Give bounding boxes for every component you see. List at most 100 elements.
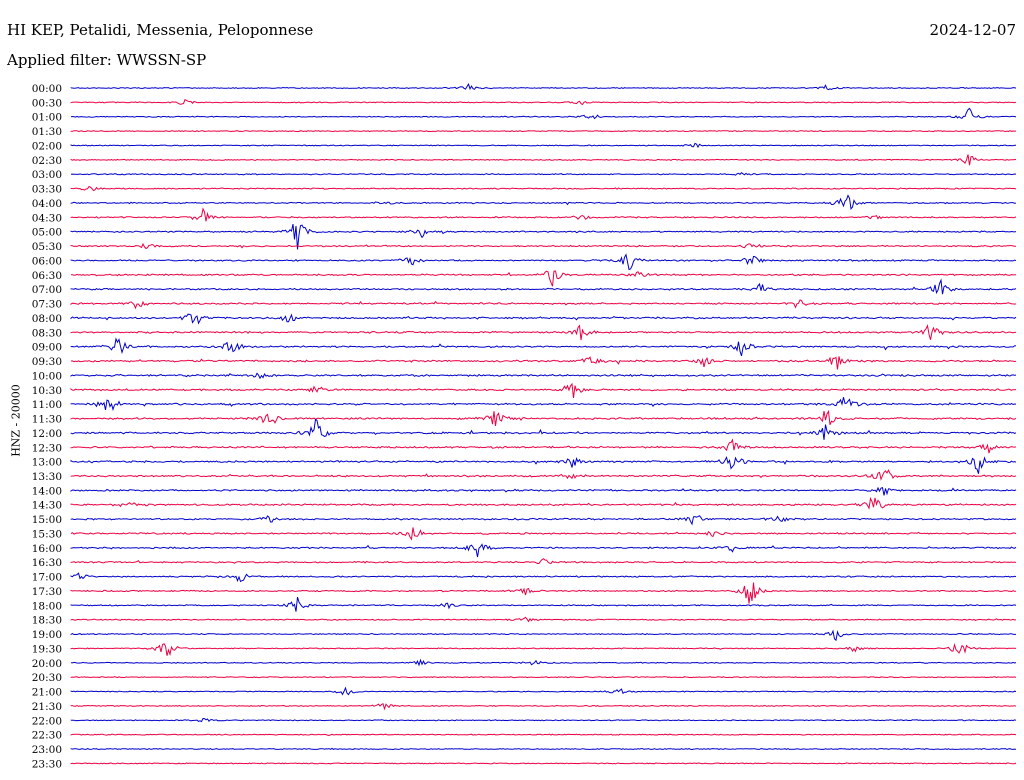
seismogram-trace-0300	[70, 172, 1017, 176]
time-tick-label: 09:00	[32, 342, 62, 354]
seismogram-trace-1030	[70, 382, 1017, 399]
time-tick-label: 15:30	[32, 528, 62, 540]
filter-label: Applied filter:	[7, 51, 112, 69]
plot-date: 2024-12-07	[929, 21, 1016, 39]
seismogram-trace-2230	[70, 733, 1017, 737]
time-tick-label: 01:00	[32, 112, 62, 124]
seismogram-trace-2300	[70, 747, 1017, 751]
time-tick-label: 10:30	[32, 385, 62, 397]
seismogram-trace-1200	[70, 418, 1017, 440]
seismogram-trace-0400	[70, 194, 1017, 210]
time-tick-label: 06:30	[32, 270, 62, 282]
time-tick-label: 03:00	[32, 169, 62, 181]
seismogram-trace-0730	[70, 299, 1017, 310]
time-tick-label: 11:00	[32, 399, 62, 411]
time-tick-label: 20:00	[32, 658, 62, 670]
time-tick-label: 12:00	[32, 428, 62, 440]
seismogram-trace-0100	[70, 107, 1017, 120]
station-title: HI KEP, Petalidi, Messenia, Peloponnese	[7, 21, 314, 39]
time-tick-label: 19:30	[32, 643, 62, 655]
seismogram-trace-0500	[70, 223, 1017, 250]
time-tick-label: 23:30	[32, 758, 62, 770]
seismogram-trace-0200	[70, 142, 1017, 149]
seismogram-trace-2130	[70, 702, 1017, 711]
time-tick-label: 10:00	[32, 370, 62, 382]
time-tick-label: 13:30	[32, 471, 62, 483]
seismogram-trace-1430	[70, 496, 1017, 510]
seismogram-trace-0030	[70, 98, 1017, 106]
time-tick-label: 07:30	[32, 299, 62, 311]
time-tick-label: 12:30	[32, 442, 62, 454]
seismogram-trace-1500	[70, 515, 1017, 526]
seismogram-trace-2100	[70, 686, 1017, 696]
time-tick-label: 07:00	[32, 284, 62, 296]
seismogram-trace-0900	[70, 337, 1017, 357]
time-tick-label: 02:30	[32, 155, 62, 167]
seismogram-trace-0130	[70, 129, 1017, 133]
seismogram-trace-1000	[70, 372, 1017, 380]
time-tick-label: 20:30	[32, 672, 62, 684]
time-tick-label: 13:00	[32, 457, 62, 469]
time-tick-label: 19:00	[32, 629, 62, 641]
seismogram-trace-0630	[71, 270, 1016, 287]
time-tick-label: 23:00	[32, 744, 62, 756]
time-tick-label: 05:00	[32, 227, 62, 239]
seismogram-trace-2200	[70, 717, 1017, 723]
time-tick-label: 04:30	[32, 212, 62, 224]
seismogram-trace-1100	[70, 397, 1017, 412]
time-tick-label: 21:30	[32, 701, 62, 713]
seismogram-trace-0700	[70, 278, 1017, 295]
time-tick-label: 06:00	[32, 255, 62, 267]
seismogram-trace-1930	[70, 643, 1017, 657]
seismogram-trace-1600	[70, 543, 1017, 558]
seismogram-trace-1830	[70, 616, 1017, 623]
seismogram-trace-1130	[70, 409, 1017, 426]
time-tick-label: 16:30	[32, 557, 62, 569]
time-tick-label: 08:00	[32, 313, 62, 325]
time-tick-label: 02:00	[32, 140, 62, 152]
seismogram-trace-0000	[70, 82, 1017, 91]
seismogram-trace-1630	[70, 558, 1017, 565]
time-tick-label: 17:00	[32, 572, 62, 584]
time-tick-label: 04:00	[32, 198, 62, 210]
seismogram-trace-1330	[70, 469, 1017, 481]
seismogram-trace-1800	[70, 596, 1017, 612]
time-tick-label: 15:00	[32, 514, 62, 526]
time-tick-label: 18:30	[32, 615, 62, 627]
seismogram-trace-1530	[70, 527, 1017, 541]
filter-value: WWSSN-SP	[116, 51, 207, 69]
filter-line: Applied filter: WWSSN-SP	[7, 51, 206, 69]
time-tick-label: 14:30	[32, 500, 62, 512]
seismogram-trace-0830	[70, 324, 1016, 341]
time-tick-label: 01:30	[32, 126, 62, 138]
seismogram-trace-1700	[70, 572, 1017, 583]
time-tick-label: 22:00	[32, 715, 62, 727]
time-tick-label: 21:00	[32, 687, 62, 699]
time-tick-label: 09:30	[32, 356, 62, 368]
time-tick-label: 18:00	[32, 600, 62, 612]
seismogram-trace-2330	[70, 762, 1017, 765]
seismogram-trace-0930	[70, 356, 1017, 370]
seismogram-trace-1300	[70, 456, 1017, 474]
time-tick-label: 08:30	[32, 327, 62, 339]
seismogram-trace-1230	[70, 438, 1017, 454]
seismogram-trace-1900	[70, 629, 1016, 642]
seismogram-trace-1400	[70, 486, 1017, 496]
seismogram-trace-0430	[70, 207, 1017, 222]
seismogram-trace-2030	[70, 676, 1017, 679]
time-tick-label: 05:30	[32, 241, 62, 253]
time-tick-label: 00:00	[32, 83, 62, 95]
time-tick-label: 14:00	[32, 485, 62, 497]
time-tick-label: 16:00	[32, 543, 62, 555]
seismogram-trace-0600	[70, 253, 1017, 271]
time-tick-label: 00:30	[32, 97, 62, 109]
seismogram-trace-0330	[70, 185, 1017, 192]
seismogram-trace-1730	[70, 582, 1017, 604]
seismogram-trace-0530	[70, 242, 1017, 250]
seismogram-trace-0800	[70, 313, 1017, 325]
time-tick-label: 11:30	[32, 414, 62, 426]
seismogram-trace-0230	[70, 154, 1017, 166]
time-tick-label: 22:30	[32, 730, 62, 742]
seismogram-trace-2000	[70, 658, 1017, 667]
